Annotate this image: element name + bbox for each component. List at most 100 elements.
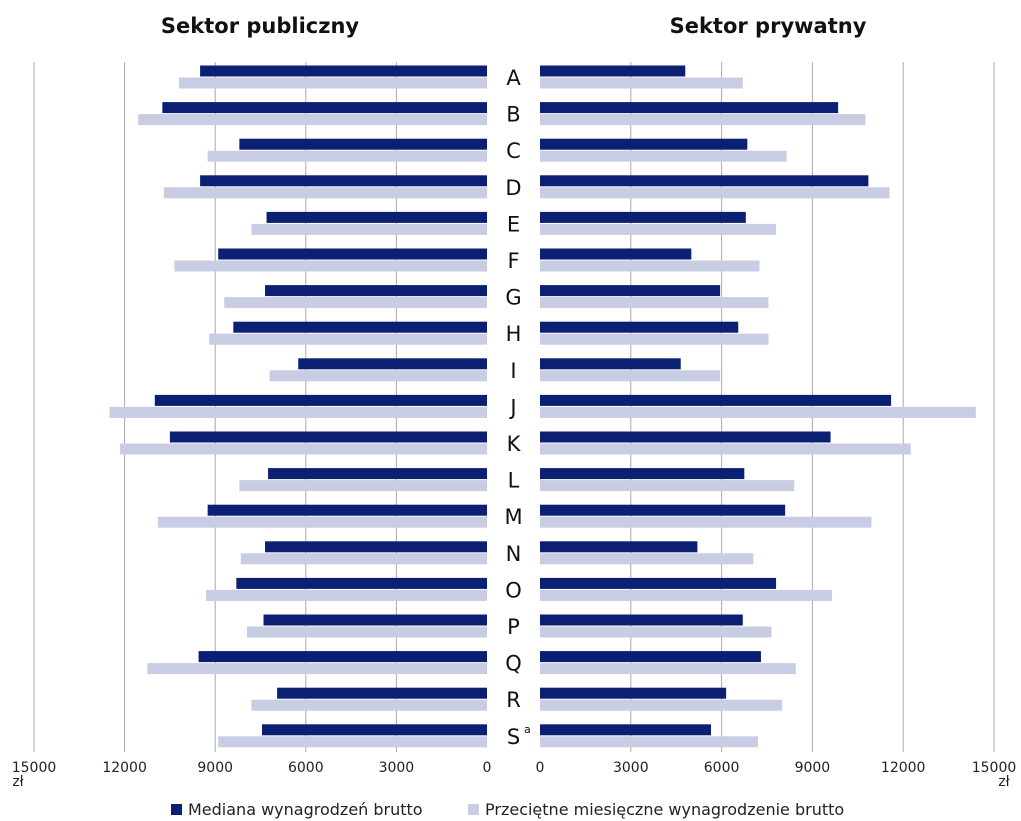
- category-label-C: C: [506, 139, 521, 163]
- right-tick-label-15000: 15000: [972, 760, 1017, 776]
- left-bar-average-S: [218, 736, 487, 748]
- category-label-D: D: [505, 176, 521, 200]
- right-bar-average-O: [540, 589, 833, 601]
- bars: [109, 65, 976, 748]
- left-bar-average-R: [251, 699, 487, 711]
- right-bar-median-R: [540, 687, 727, 699]
- left-bar-median-E: [266, 211, 487, 223]
- left-bar-median-D: [200, 175, 487, 187]
- right-bar-average-K: [540, 443, 911, 455]
- left-tick-label-3000: 3000: [379, 760, 415, 776]
- right-bar-median-M: [540, 504, 786, 516]
- legend-swatch-median: [171, 804, 182, 815]
- left-tick-label-12000: 12000: [102, 760, 147, 776]
- left-bar-median-S: [262, 724, 487, 736]
- left-bar-median-C: [239, 138, 487, 150]
- left-bar-average-D: [163, 187, 488, 199]
- right-bar-median-J: [540, 394, 892, 406]
- right-bar-average-S: [540, 736, 758, 748]
- right-bar-median-B: [540, 102, 839, 114]
- right-bar-median-N: [540, 541, 698, 553]
- category-label-K: K: [507, 432, 522, 456]
- category-label-J: J: [508, 395, 516, 419]
- legend-label-average: Przeciętne miesięczne wynagrodzenie brut…: [485, 800, 844, 819]
- left-bar-average-I: [269, 370, 487, 382]
- legend: Mediana wynagrodzeń brutto Przeciętne mi…: [171, 800, 844, 819]
- left-tick-label-15000: 15000: [12, 760, 57, 776]
- right-bar-average-L: [540, 480, 795, 492]
- left-tick-label-9000: 9000: [197, 760, 233, 776]
- left-bar-median-G: [265, 285, 487, 297]
- category-label-N: N: [506, 542, 522, 566]
- right-bar-average-B: [540, 114, 866, 126]
- left-bar-average-E: [251, 223, 487, 235]
- right-bar-average-E: [540, 223, 777, 235]
- category-label-F: F: [507, 249, 519, 273]
- left-axis-unit: zł: [12, 774, 23, 790]
- right-bar-average-F: [540, 260, 760, 272]
- left-bar-average-J: [109, 406, 487, 418]
- right-axis-unit: zł: [998, 774, 1009, 790]
- category-label-L: L: [508, 469, 520, 493]
- left-bar-average-M: [157, 516, 487, 528]
- right-tick-label-9000: 9000: [795, 760, 831, 776]
- left-tick-label-6000: 6000: [288, 760, 324, 776]
- left-tick-label-0: 0: [483, 760, 492, 776]
- left-bar-median-H: [233, 321, 487, 333]
- left-bar-average-L: [239, 480, 487, 492]
- left-bar-average-F: [174, 260, 487, 272]
- left-bar-average-C: [207, 150, 487, 162]
- category-label-A: A: [506, 66, 521, 90]
- left-bar-average-K: [120, 443, 487, 455]
- left-bar-average-B: [138, 114, 487, 126]
- category-label-E: E: [507, 212, 520, 236]
- category-label-P: P: [507, 615, 520, 639]
- category-label-O: O: [505, 578, 522, 602]
- category-label-B: B: [506, 103, 520, 127]
- right-bar-median-C: [540, 138, 748, 150]
- left-bar-median-R: [277, 687, 487, 699]
- left-bar-median-N: [265, 541, 487, 553]
- right-bar-average-J: [540, 406, 976, 418]
- right-bar-median-D: [540, 175, 869, 187]
- category-label-G: G: [505, 286, 521, 310]
- right-bar-average-Q: [540, 663, 796, 675]
- category-superscript-S: a: [524, 723, 531, 736]
- right-bar-median-Q: [540, 651, 761, 663]
- left-bar-median-B: [162, 102, 487, 114]
- right-tick-label-3000: 3000: [613, 760, 649, 776]
- right-bar-average-I: [540, 370, 721, 382]
- category-label-R: R: [506, 688, 521, 712]
- right-bar-median-H: [540, 321, 739, 333]
- left-bar-median-Q: [198, 651, 487, 663]
- right-tick-label-6000: 6000: [704, 760, 740, 776]
- left-bar-median-M: [207, 504, 487, 516]
- right-bar-average-M: [540, 516, 872, 528]
- right-tick-label-12000: 12000: [881, 760, 926, 776]
- right-bar-median-F: [540, 248, 692, 260]
- right-bar-median-K: [540, 431, 831, 443]
- right-bar-average-C: [540, 150, 787, 162]
- right-bar-median-E: [540, 211, 746, 223]
- left-bar-average-A: [178, 77, 487, 89]
- right-bar-average-N: [540, 553, 754, 565]
- category-label-H: H: [506, 322, 522, 346]
- right-bar-average-G: [540, 297, 769, 309]
- legend-swatch-average: [468, 804, 479, 815]
- left-bar-median-F: [218, 248, 487, 260]
- left-bar-average-N: [240, 553, 487, 565]
- left-panel-title: Sektor publiczny: [161, 14, 359, 38]
- right-bar-average-R: [540, 699, 783, 711]
- right-bar-average-H: [540, 333, 769, 345]
- left-bar-median-J: [154, 394, 488, 406]
- right-bar-average-A: [540, 77, 743, 89]
- right-tick-label-0: 0: [536, 760, 545, 776]
- left-bar-average-O: [206, 589, 487, 601]
- category-label-I: I: [510, 359, 516, 383]
- left-bar-median-P: [263, 614, 487, 626]
- right-bar-median-O: [540, 577, 777, 589]
- category-label-M: M: [504, 505, 522, 529]
- right-panel-title: Sektor prywatny: [670, 14, 867, 38]
